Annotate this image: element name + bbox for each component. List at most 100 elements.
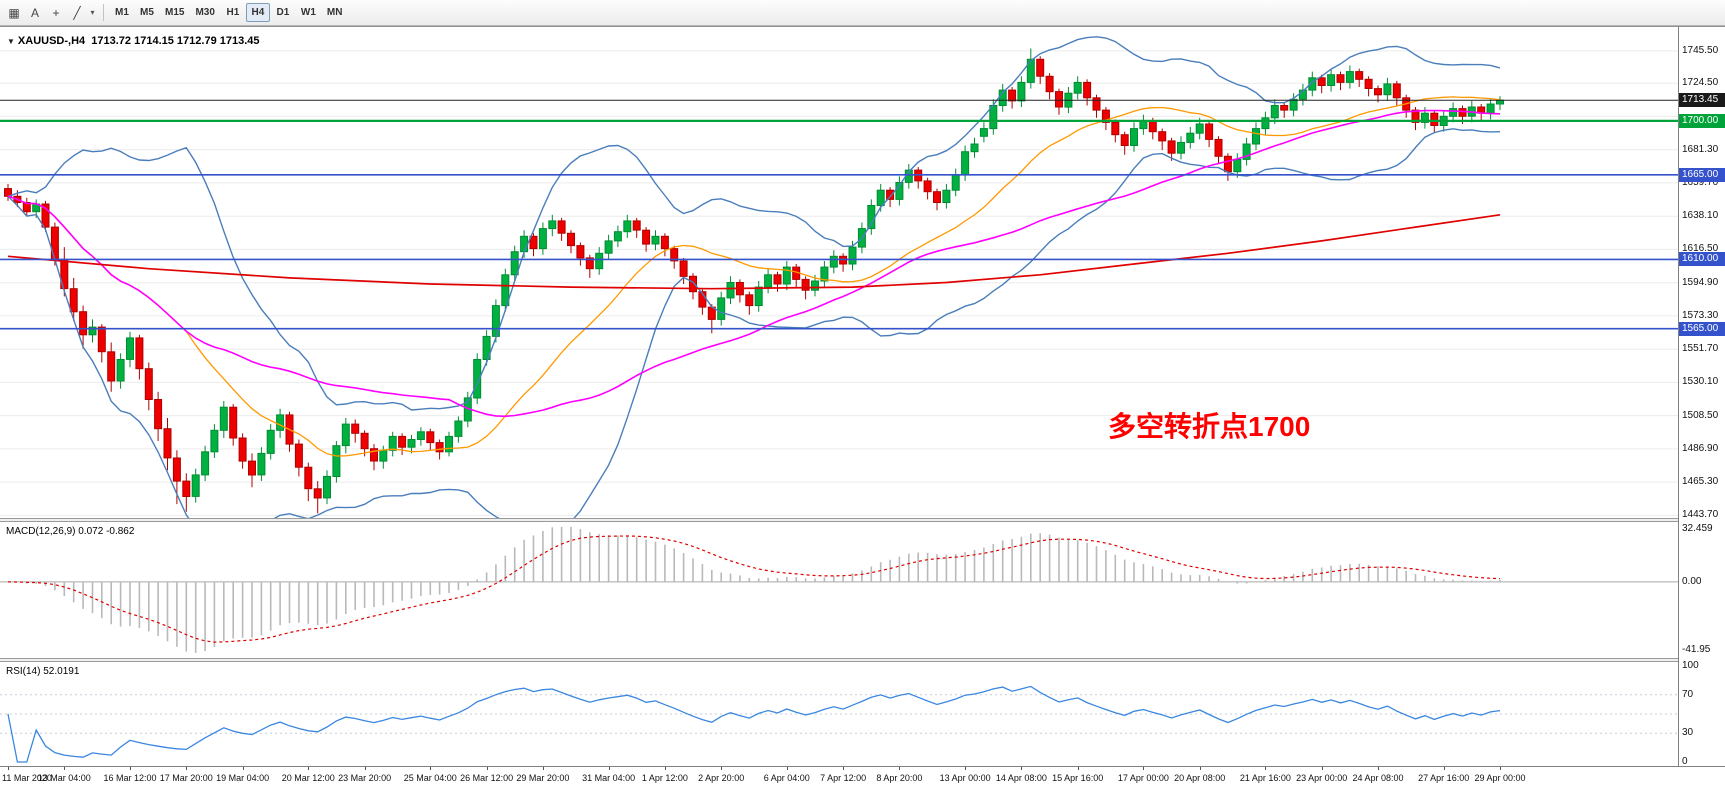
timeframe-M5[interactable]: M5 <box>140 7 154 18</box>
time-axis-label: 13 Mar 04:00 <box>37 773 91 783</box>
time-axis-tick <box>965 767 967 770</box>
time-axis-label: 20 Mar 12:00 <box>281 773 335 783</box>
time-axis-label: 29 Mar 20:00 <box>516 773 570 783</box>
time-axis-label: 21 Apr 16:00 <box>1239 773 1291 783</box>
macd-canvas[interactable] <box>0 522 1678 658</box>
time-axis-tick <box>786 767 788 770</box>
time-axis-tick <box>664 767 666 770</box>
time-axis-tick <box>899 767 901 770</box>
panel-splitter-macd[interactable] <box>0 518 1725 522</box>
rsi-level-lines <box>0 694 1678 734</box>
time-axis-tick <box>1077 767 1079 770</box>
timeframe-M1[interactable]: M1 <box>115 7 129 18</box>
time-axis-label: 17 Mar 20:00 <box>159 773 213 783</box>
time-axis-tick <box>1021 767 1023 770</box>
panel-splitter-rsi[interactable] <box>0 658 1725 662</box>
time-axis-label: 17 Apr 00:00 <box>1117 773 1169 783</box>
trendline-tool[interactable]: ╱ <box>73 5 81 20</box>
main-chart-canvas[interactable] <box>0 27 1678 518</box>
timeframe-MN[interactable]: MN <box>326 7 343 18</box>
time-axis-tick <box>308 767 310 770</box>
level-price-tag: 1665.00 <box>1679 167 1725 182</box>
rsi-line <box>7 685 1501 763</box>
price-axis-label: 1681.30 <box>1682 143 1719 155</box>
time-axis-tick <box>430 767 432 770</box>
time-axis-tick <box>186 767 188 770</box>
price-axis-label: 1530.10 <box>1682 376 1719 388</box>
time-axis-tick <box>843 767 845 770</box>
time-axis-label: 29 Apr 00:00 <box>1474 773 1526 783</box>
timeframe-M30[interactable]: M30 <box>195 7 215 18</box>
time-axis[interactable]: 11 Mar 2020 13 Mar 04:00 16 Mar 12:00 17 Ma… <box>0 766 1725 789</box>
price-axis-label: 1443.70 <box>1682 509 1719 521</box>
chart-annotation-text: 多空转折点1700 <box>1108 411 1311 442</box>
text-label-tool[interactable]: A <box>30 5 39 20</box>
crosshair-tool[interactable]: + <box>52 5 60 20</box>
price-axis-label: 1594.90 <box>1682 276 1719 288</box>
toolbar-separator <box>103 4 104 21</box>
price-axis-label: 1724.50 <box>1682 77 1719 89</box>
price-axis-label: 1508.50 <box>1682 409 1719 421</box>
time-axis-label: 7 Apr 12:00 <box>820 773 867 783</box>
price-axis-label: 1616.50 <box>1682 243 1719 255</box>
level-price-tag: 1565.00 <box>1679 321 1725 336</box>
chart-title: ▼ XAUUSD-,H4 1713.72 1714.15 1712.79 1713… <box>7 35 260 47</box>
time-axis-tick <box>486 767 488 770</box>
symbol-timeframe-label: XAUUSD-,H4 <box>17 35 86 47</box>
price-chart-panel[interactable]: ▼ XAUUSD-,H4 1713.72 1714.15 1712.79 1713… <box>0 27 1678 518</box>
time-axis-label: 27 Apr 16:00 <box>1418 773 1470 783</box>
charts-grid-icon[interactable]: ▦ <box>8 5 20 20</box>
time-axis-label: 24 Apr 08:00 <box>1352 773 1404 783</box>
time-axis-label: 14 Apr 08:00 <box>995 773 1047 783</box>
macd-panel[interactable]: MACD(12,26,9) 0.072 -0.862 <box>0 522 1678 658</box>
time-axis-label: 31 Mar 04:00 <box>582 773 636 783</box>
chart-area: ▼ XAUUSD-,H4 1713.72 1714.15 1712.79 1713… <box>0 26 1725 789</box>
level-price-tag: 1610.00 <box>1679 252 1725 267</box>
price-axis-label: 1465.30 <box>1682 476 1719 488</box>
time-axis-label: 23 Apr 00:00 <box>1296 773 1348 783</box>
time-axis-label: 8 Apr 20:00 <box>876 773 923 783</box>
macd-signal-value: -0.862 <box>106 526 135 537</box>
time-axis-label: 16 Mar 12:00 <box>103 773 157 783</box>
rsi-canvas[interactable] <box>0 662 1678 766</box>
price-axis-label: 1486.90 <box>1682 442 1719 454</box>
time-axis-tick <box>364 767 366 770</box>
time-axis-label: 20 Apr 08:00 <box>1174 773 1226 783</box>
timeframe-W1[interactable]: W1 <box>300 7 316 18</box>
one-click-collapse-icon[interactable]: ▼ <box>7 37 15 46</box>
time-axis-tick <box>8 767 9 770</box>
time-axis-tick <box>1443 767 1445 770</box>
time-axis-tick <box>242 767 244 770</box>
time-axis-tick <box>1265 767 1267 770</box>
macd-main-value: 0.072 <box>78 526 104 537</box>
time-axis-label: 13 Apr 00:00 <box>939 773 991 783</box>
rsi-panel[interactable]: RSI(14) 52.0191 <box>0 662 1678 766</box>
timeframe-M15[interactable]: M15 <box>165 7 185 18</box>
time-axis-label: 23 Mar 20:00 <box>338 773 392 783</box>
macd-signal-line <box>7 535 1501 643</box>
rsi-name: RSI(14) <box>6 666 41 677</box>
timeframe-H1[interactable]: H1 <box>226 7 240 18</box>
price-axis-label: 1638.10 <box>1682 210 1719 222</box>
price-axis-label: 1659.70 <box>1682 176 1719 188</box>
time-axis-label: 25 Mar 04:00 <box>403 773 457 783</box>
rsi-axis-label: 100 <box>1682 660 1699 671</box>
draw-tools-caret-icon[interactable]: ▾ <box>90 8 95 17</box>
candles <box>4 48 1504 514</box>
macd-name: MACD(12,26,9) <box>6 526 76 537</box>
time-axis-label: 2 Apr 20:00 <box>698 773 745 783</box>
bid-price-tag: 1713.45 <box>1679 93 1725 108</box>
time-axis-tick <box>1321 767 1323 770</box>
price-axis[interactable]: 1745.50 1724.50 1681.30 1659.70 1638.10 1616.… <box>1678 27 1725 767</box>
timeframe-D1[interactable]: D1 <box>276 7 290 18</box>
timeframe-H4[interactable]: H4 <box>245 3 270 22</box>
time-axis-label: 19 Mar 04:00 <box>216 773 270 783</box>
chart-toolbar: ▦ A + ╱ ▾ M1 M5 M15 M30 H1 H4 D1 W1 MN <box>0 0 1725 26</box>
horizontal-level-lines[interactable] <box>0 119 1678 330</box>
timeframe-buttons-group: M1 M5 M15 M30 H1 H4 D1 W1 MN <box>110 3 347 22</box>
time-axis-tick <box>1500 767 1501 770</box>
macd-histogram <box>16 526 1501 653</box>
time-axis-tick <box>1199 767 1201 770</box>
macd-label: MACD(12,26,9) 0.072 -0.862 <box>6 526 134 537</box>
